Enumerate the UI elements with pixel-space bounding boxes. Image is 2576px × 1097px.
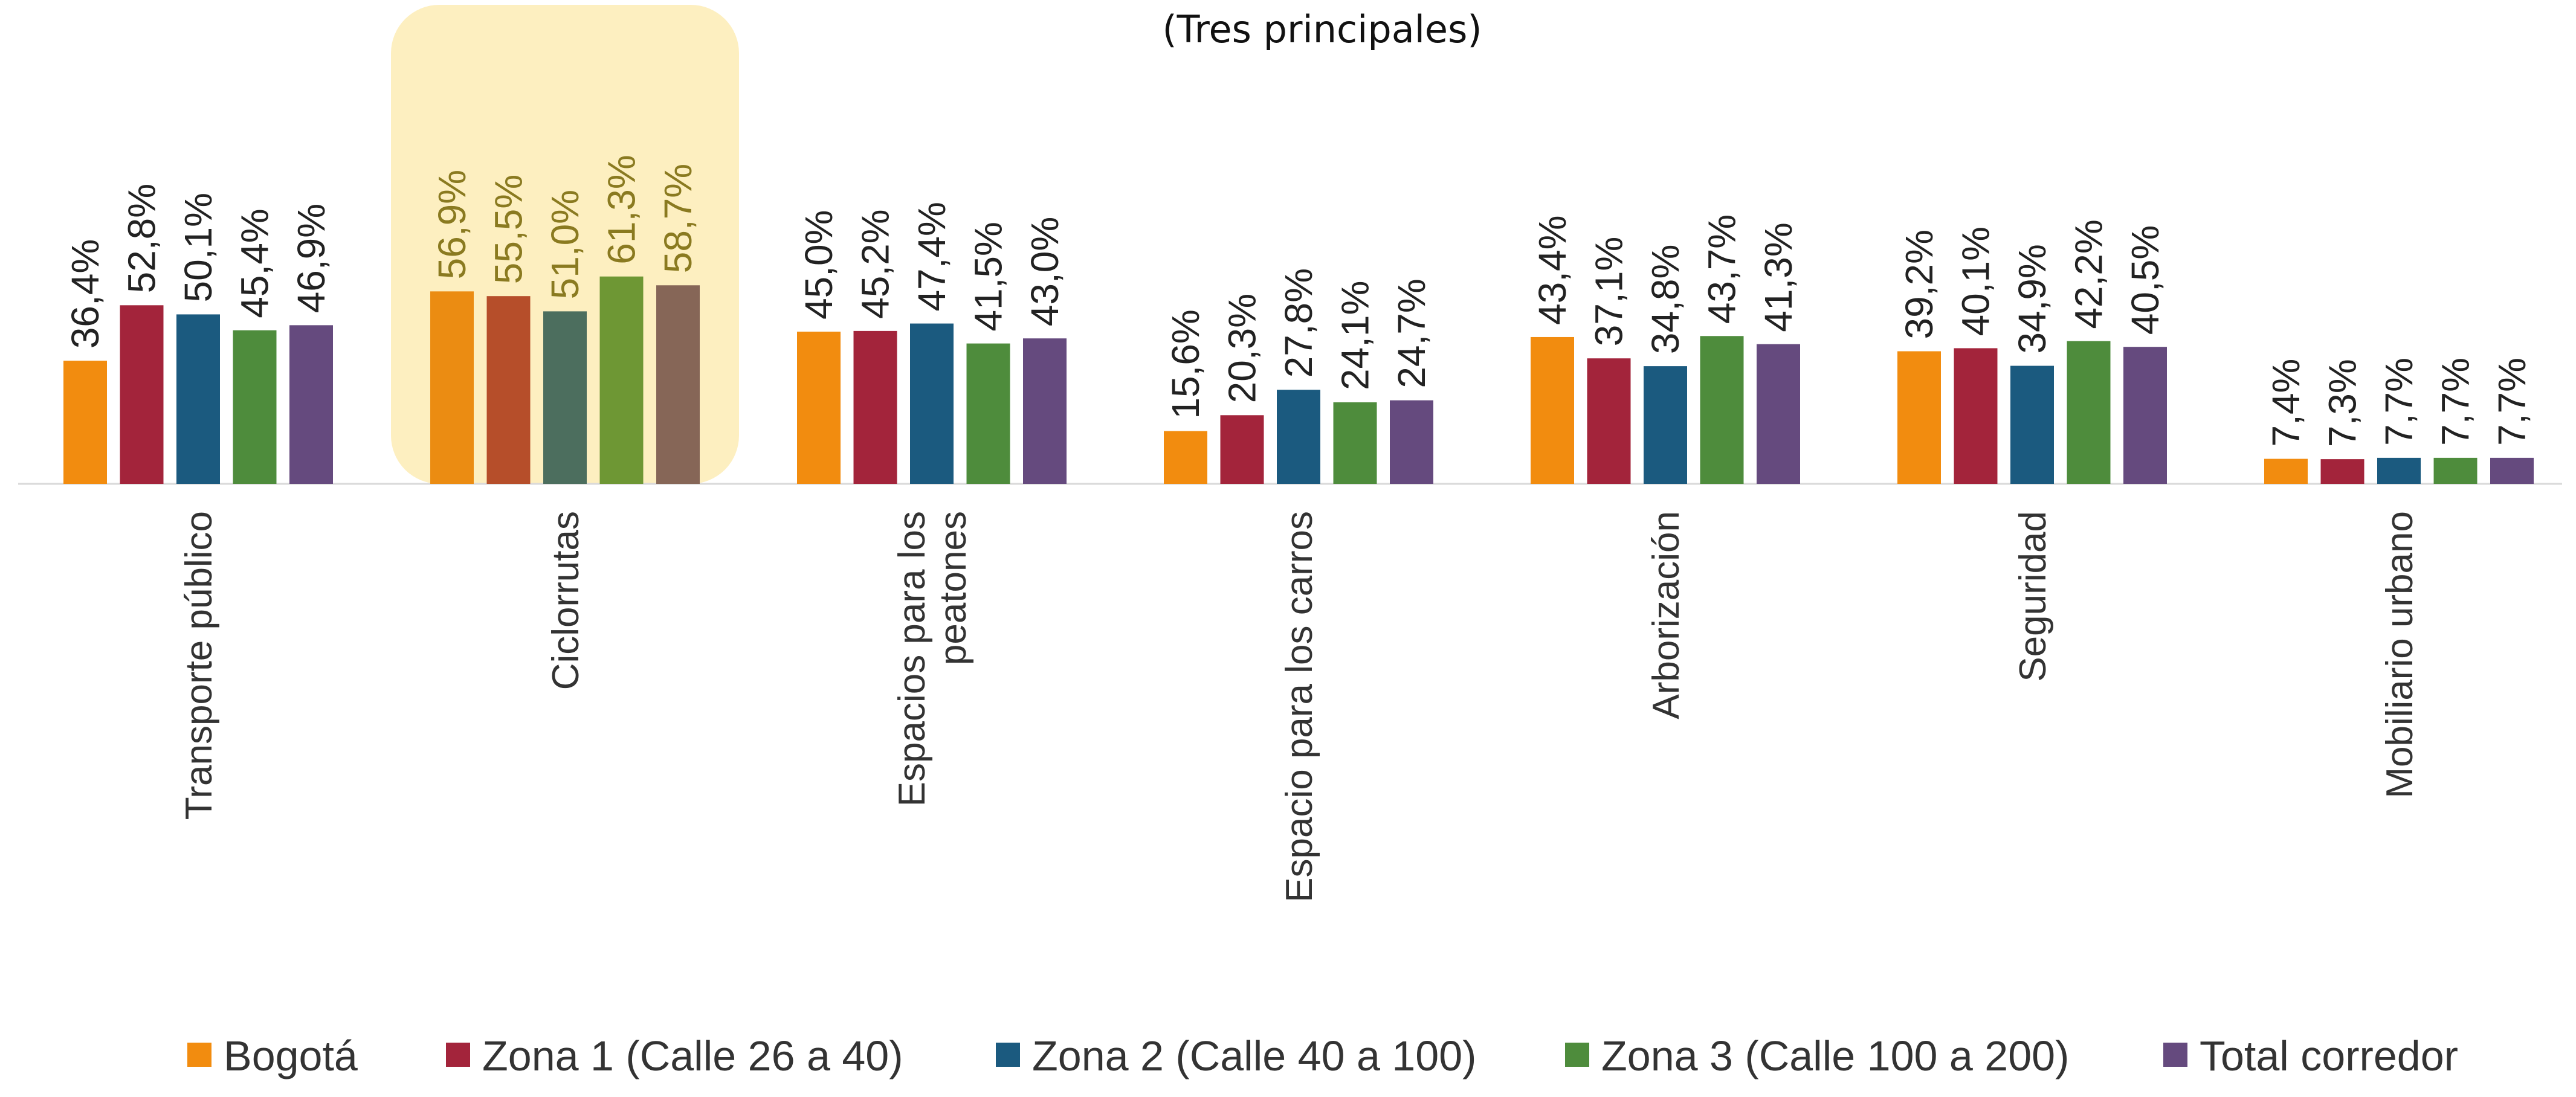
bar <box>1390 400 1433 484</box>
legend-swatch <box>2163 1043 2187 1067</box>
bar <box>966 343 1010 484</box>
legend-swatch <box>996 1043 1020 1067</box>
value-label: 15,6% <box>1164 309 1207 419</box>
value-label: 47,4% <box>910 202 954 311</box>
category-labels: Transporte público Ciclorrutas Espacios pa… <box>178 511 2421 902</box>
value-label: 24,1% <box>1334 281 1377 390</box>
bar <box>1531 336 1574 484</box>
value-label: 58,7% <box>656 164 700 273</box>
value-label: 50,1% <box>176 193 220 302</box>
category-label: Mobiliario urbano <box>2379 511 2421 799</box>
bar <box>1954 348 1998 484</box>
highlight-box <box>391 5 739 484</box>
value-label: 27,8% <box>1277 268 1320 378</box>
bar <box>486 296 531 484</box>
bar <box>543 311 587 484</box>
category-label: Ciclorrutas <box>545 511 587 690</box>
highlight-panel <box>391 5 739 484</box>
bar <box>2433 457 2478 484</box>
value-label: 7,3% <box>2321 359 2365 447</box>
bar <box>1700 336 1744 484</box>
value-label: 39,2% <box>1897 230 1941 339</box>
bar <box>2010 365 2054 484</box>
bar <box>1333 402 1377 484</box>
value-label: 43,0% <box>1023 217 1067 326</box>
bar <box>1164 431 1207 484</box>
legend-swatch <box>1565 1043 1589 1067</box>
bar <box>176 314 220 484</box>
value-label: 45,4% <box>233 208 277 318</box>
legend-label: Bogotá <box>224 1032 358 1079</box>
value-label: 40,1% <box>1954 227 1998 336</box>
bar <box>2377 457 2421 484</box>
value-label: 51,0% <box>543 190 587 299</box>
bar <box>1277 390 1320 484</box>
value-label: 45,0% <box>797 210 841 320</box>
value-label: 40,5% <box>2123 225 2167 335</box>
value-label: 34,8% <box>1644 245 1687 354</box>
category-label: Arborización <box>1645 511 1687 719</box>
value-label: 55,5% <box>487 175 531 284</box>
bar <box>2320 459 2365 484</box>
value-label: 52,8% <box>120 184 164 293</box>
category-label: Espacio para los carros <box>1279 511 1320 902</box>
bar <box>599 276 644 484</box>
value-label: 7,7% <box>2434 358 2478 446</box>
bar <box>1757 344 1800 484</box>
bar <box>797 332 841 484</box>
bar <box>2490 457 2534 484</box>
bar <box>2123 347 2167 484</box>
value-labels: 36,4% 52,8% 50,1% 45,4% 46,9% 56,9% 55,5% 51,0%… <box>63 155 2534 447</box>
legend-label: Zona 3 (Calle 100 a 200) <box>1601 1032 2069 1079</box>
bar <box>289 325 333 484</box>
value-label: 45,2% <box>854 209 897 318</box>
value-label: 41,5% <box>967 222 1010 331</box>
value-label: 61,3% <box>600 155 644 264</box>
value-label: 20,3% <box>1221 294 1264 403</box>
value-label: 37,1% <box>1587 237 1631 346</box>
value-label: 7,7% <box>2377 358 2421 446</box>
bar <box>1587 358 1631 484</box>
legend-label: Zona 1 (Calle 26 a 40) <box>482 1032 903 1079</box>
value-label: 46,9% <box>289 204 333 313</box>
bar <box>1644 366 1687 484</box>
bar <box>1220 415 1264 484</box>
value-label: 24,7% <box>1390 278 1433 388</box>
value-label: 36,4% <box>63 239 107 349</box>
chart-subtitle: (Tres principales) <box>1162 7 1482 51</box>
bar <box>2067 341 2111 484</box>
legend-label: Total corredor <box>2200 1032 2458 1079</box>
bar <box>233 330 277 484</box>
bar <box>2264 458 2308 484</box>
bar <box>656 285 700 484</box>
bar <box>430 291 474 484</box>
value-label: 34,9% <box>2010 244 2054 353</box>
category-label: Transporte público <box>178 511 220 820</box>
value-label: 7,7% <box>2490 358 2534 446</box>
value-label: 56,9% <box>430 170 474 279</box>
value-label: 43,4% <box>1531 215 1574 324</box>
value-label: 42,2% <box>2067 219 2111 329</box>
legend-swatch <box>446 1043 470 1067</box>
value-label: 41,3% <box>1757 222 1800 332</box>
legend: Bogotá Zona 1 (Calle 26 a 40) Zona 2 (Call… <box>187 1032 2458 1079</box>
bar <box>120 305 164 484</box>
bar <box>853 330 897 484</box>
legend-swatch <box>187 1043 211 1067</box>
value-label: 7,4% <box>2264 359 2308 447</box>
legend-label: Zona 2 (Calle 40 a 100) <box>1032 1032 1476 1079</box>
value-label: 43,7% <box>1700 214 1744 324</box>
bar <box>63 361 107 484</box>
category-label: Espacios para lospeatones <box>891 511 974 806</box>
bar <box>1897 351 1941 484</box>
category-label: Seguridad <box>2012 511 2054 682</box>
bar <box>1023 338 1067 484</box>
bars <box>63 276 2534 484</box>
bar <box>910 323 954 484</box>
